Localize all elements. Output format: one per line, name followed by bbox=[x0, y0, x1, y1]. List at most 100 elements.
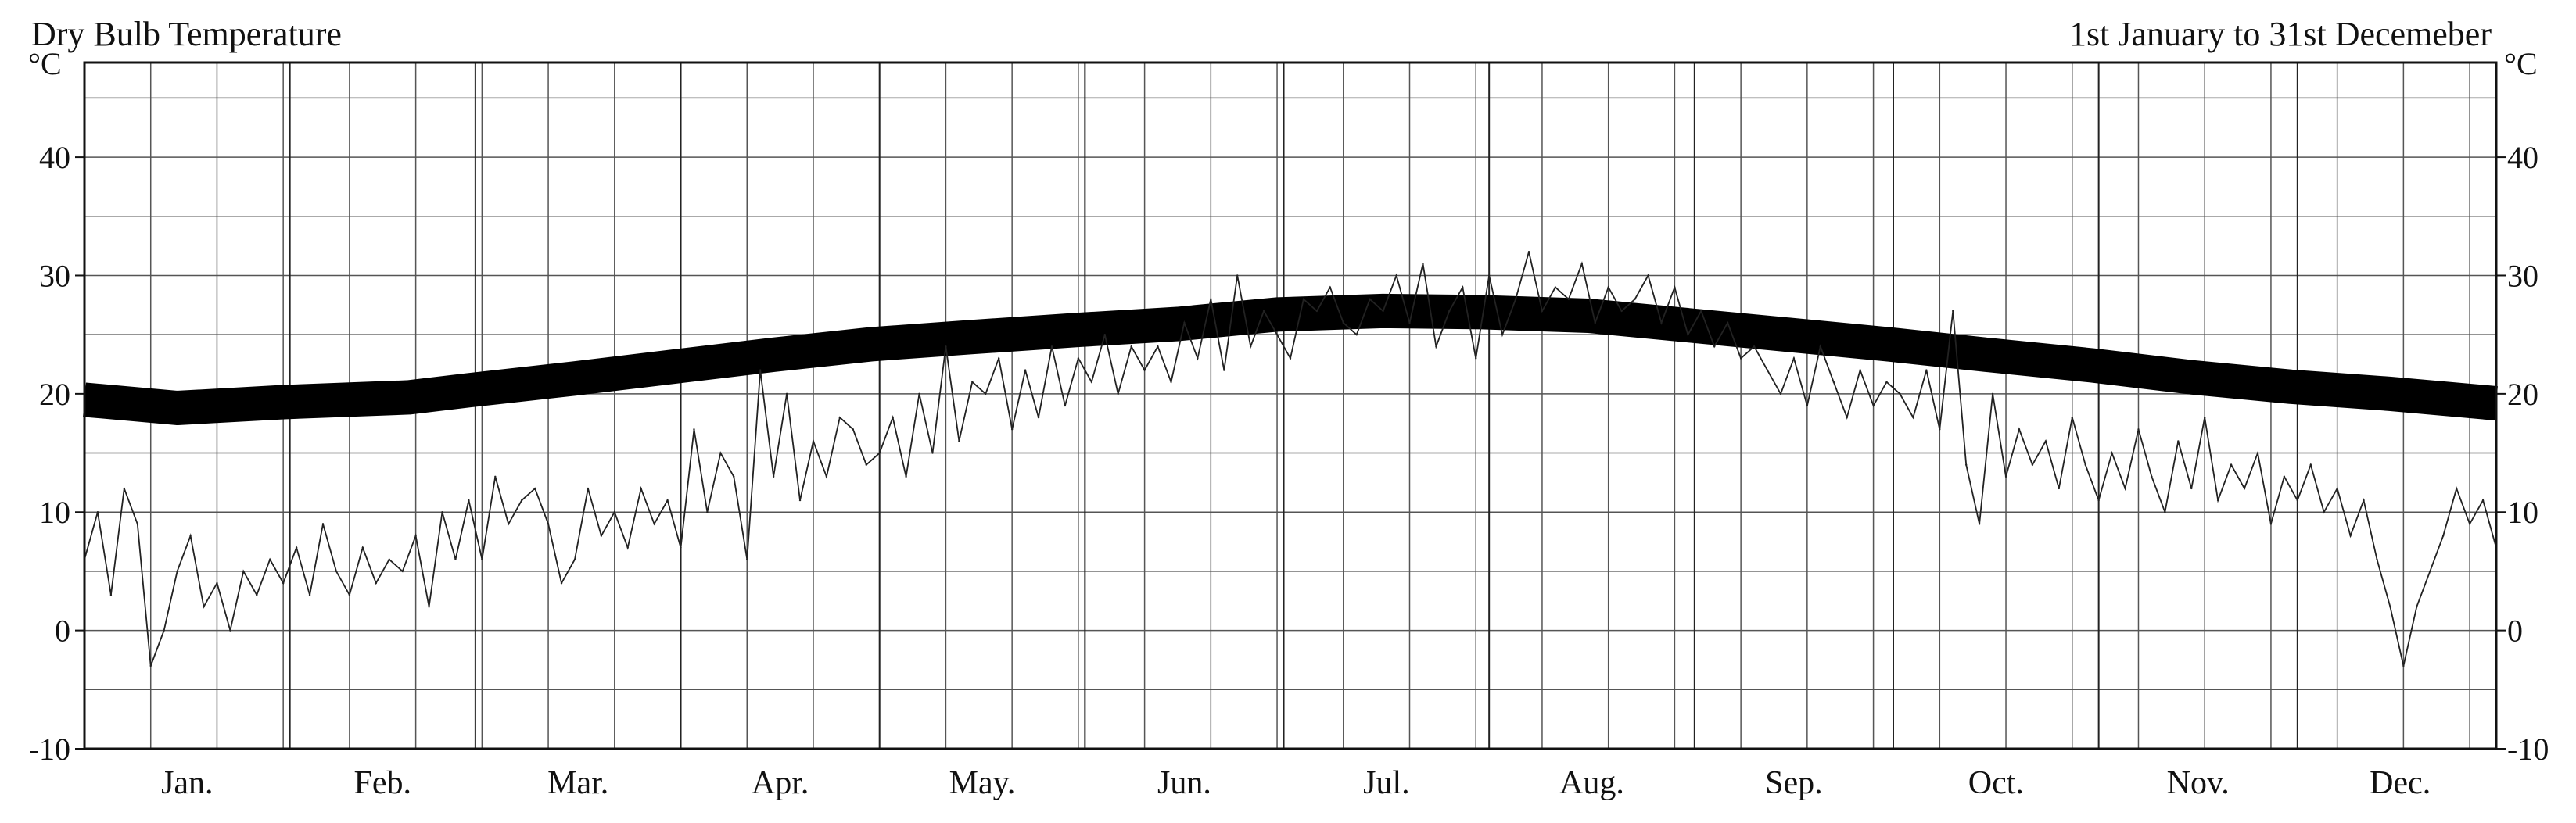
data-point bbox=[1315, 310, 1318, 313]
data-point bbox=[2269, 523, 2273, 525]
data-point bbox=[1766, 369, 1769, 371]
data-point bbox=[2468, 523, 2471, 525]
data-point bbox=[1660, 321, 1663, 324]
data-point bbox=[533, 487, 536, 490]
y-tick-label-left: 20 bbox=[39, 377, 70, 412]
data-point bbox=[308, 594, 311, 596]
data-point bbox=[693, 428, 695, 431]
data-point bbox=[600, 535, 603, 537]
data-point bbox=[1024, 369, 1027, 371]
data-point bbox=[666, 499, 669, 502]
data-point bbox=[1925, 369, 1928, 371]
data-point bbox=[613, 511, 616, 513]
data-point bbox=[1077, 357, 1080, 360]
x-tick-label: Sep. bbox=[1765, 765, 1823, 801]
data-point bbox=[1859, 369, 1861, 371]
data-point bbox=[1753, 345, 1756, 348]
data-point bbox=[2177, 440, 2180, 442]
data-point bbox=[958, 440, 960, 442]
data-point bbox=[1978, 523, 1981, 525]
data-point bbox=[1262, 310, 1265, 313]
data-point bbox=[163, 629, 165, 632]
data-point bbox=[1726, 321, 1729, 324]
data-point bbox=[2031, 463, 2034, 466]
data-point bbox=[1991, 392, 1994, 395]
data-point bbox=[1010, 428, 1014, 431]
data-point bbox=[1792, 357, 1796, 360]
y-tick-label-right: 40 bbox=[2507, 140, 2538, 175]
data-point bbox=[2283, 475, 2286, 478]
data-point bbox=[560, 581, 563, 585]
x-tick-label: Oct. bbox=[1968, 765, 2024, 801]
data-point bbox=[1223, 369, 1225, 371]
data-point bbox=[414, 535, 417, 537]
data-point bbox=[2323, 511, 2325, 513]
data-point bbox=[508, 523, 510, 525]
x-tick-label: Jan. bbox=[161, 765, 213, 801]
data-point bbox=[2216, 499, 2219, 502]
data-point bbox=[109, 594, 113, 596]
data-point bbox=[1964, 463, 1968, 466]
data-point bbox=[454, 558, 457, 560]
data-point bbox=[945, 345, 947, 348]
data-point bbox=[2442, 535, 2445, 537]
y-axis-unit-right: °C bbox=[2504, 46, 2538, 81]
data-point bbox=[2071, 416, 2073, 419]
data-point bbox=[282, 581, 285, 585]
data-point bbox=[176, 570, 178, 573]
data-point bbox=[1197, 357, 1199, 360]
data-point bbox=[242, 570, 245, 573]
data-point bbox=[1487, 274, 1491, 277]
data-point bbox=[123, 487, 126, 490]
data-point bbox=[785, 392, 788, 395]
data-point bbox=[2402, 664, 2405, 667]
data-point bbox=[388, 558, 390, 560]
data-point bbox=[1779, 392, 1782, 395]
data-point bbox=[2389, 606, 2391, 608]
data-point bbox=[2004, 475, 2007, 478]
data-point bbox=[719, 452, 722, 454]
data-point bbox=[335, 570, 338, 573]
y-tick-label-left: 10 bbox=[39, 495, 70, 530]
data-point bbox=[746, 558, 748, 560]
data-point bbox=[2243, 487, 2246, 490]
data-point bbox=[1739, 357, 1742, 360]
data-point bbox=[2111, 452, 2113, 454]
data-point bbox=[1289, 357, 1292, 360]
x-tick-label: Nov. bbox=[2167, 765, 2230, 801]
data-point bbox=[1382, 310, 1384, 313]
x-tick-label: Jul. bbox=[1363, 765, 1410, 801]
data-point bbox=[361, 546, 364, 549]
data-point bbox=[494, 475, 497, 478]
data-point bbox=[1713, 345, 1716, 348]
data-point bbox=[1634, 298, 1636, 300]
data-point bbox=[520, 499, 523, 502]
data-point bbox=[733, 475, 735, 478]
series-band-line bbox=[83, 293, 2498, 425]
data-point bbox=[1832, 381, 1835, 383]
data-point bbox=[136, 523, 138, 525]
data-point bbox=[1448, 310, 1451, 313]
data-point bbox=[1607, 286, 1609, 288]
data-point bbox=[1527, 251, 1530, 253]
data-point bbox=[1912, 416, 1914, 419]
plot-series bbox=[83, 251, 2498, 667]
data-point bbox=[2124, 487, 2126, 490]
data-point bbox=[256, 594, 258, 596]
data-point bbox=[1170, 381, 1172, 383]
x-tick-label: Mar. bbox=[547, 765, 608, 801]
data-point bbox=[2151, 475, 2153, 478]
x-tick-label: Apr. bbox=[752, 765, 809, 801]
data-point bbox=[1355, 333, 1358, 336]
data-point bbox=[269, 558, 271, 560]
data-point bbox=[2481, 499, 2485, 502]
y-tick-label-right: 30 bbox=[2507, 258, 2538, 293]
data-point bbox=[759, 369, 762, 371]
data-point bbox=[547, 523, 550, 525]
data-point bbox=[772, 475, 775, 478]
x-tick-label: Feb. bbox=[354, 765, 412, 801]
data-point bbox=[825, 475, 828, 478]
data-point bbox=[2309, 463, 2312, 466]
data-point bbox=[1885, 381, 1888, 383]
